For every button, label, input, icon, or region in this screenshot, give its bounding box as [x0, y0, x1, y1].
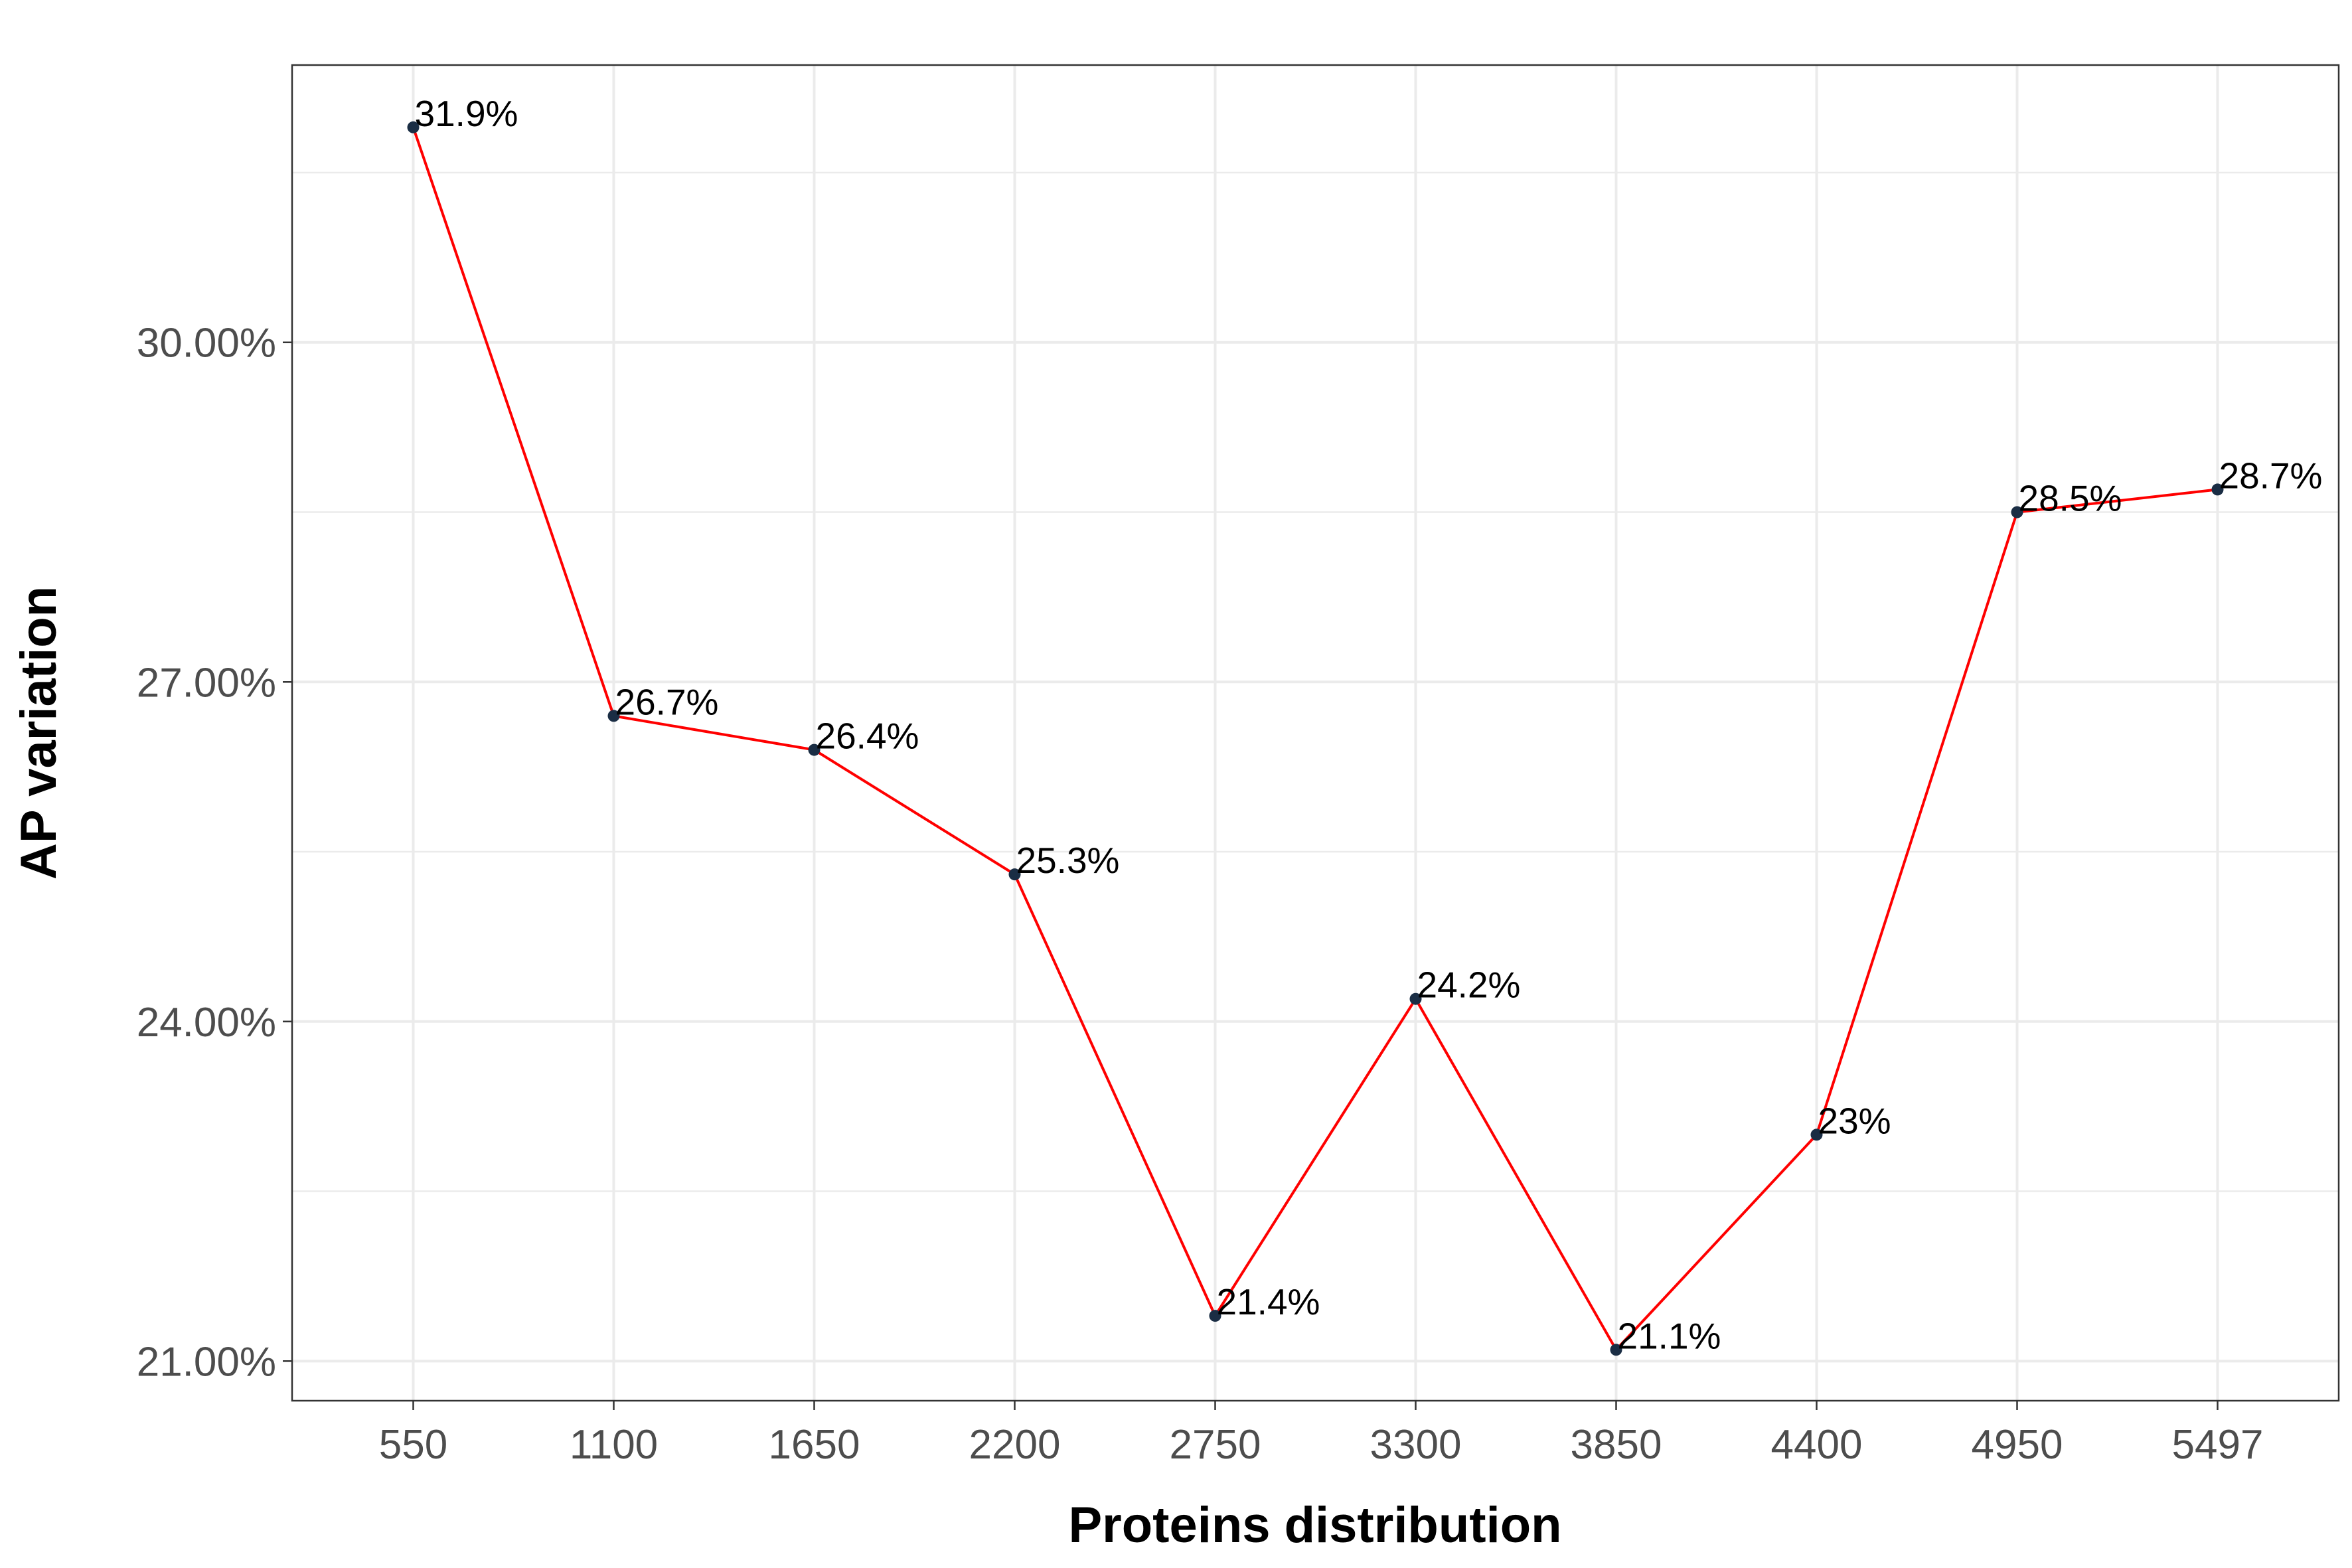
data-label: 25.3%	[1016, 840, 1120, 881]
data-point	[1209, 1310, 1221, 1322]
series-line	[412, 127, 2218, 1352]
y-axis: 21.00% 24.00% 27.00% 30.00%	[137, 321, 292, 1385]
data-label: 26.4%	[816, 716, 919, 757]
y-tick-label: 21.00%	[137, 1339, 276, 1385]
x-tick-label: 4400	[1771, 1422, 1863, 1468]
data-label: 28.5%	[2019, 478, 2122, 519]
data-point	[1008, 868, 1021, 881]
x-tick-label: 1100	[570, 1422, 658, 1468]
data-label: 24.2%	[1417, 965, 1521, 1006]
x-axis-title: Proteins distribution	[1068, 1497, 1561, 1553]
data-label: 21.1%	[1618, 1315, 1721, 1356]
data-point	[607, 710, 620, 722]
y-tick-label: 24.00%	[137, 1000, 276, 1046]
y-tick-label: 30.00%	[137, 321, 276, 366]
x-tick-label: 2750	[1170, 1422, 1261, 1468]
x-tick-label: 3850	[1571, 1422, 1662, 1468]
data-point	[407, 121, 420, 133]
data-label: 28.7%	[2219, 455, 2323, 496]
data-points	[407, 121, 2224, 1356]
x-tick-label: 4950	[1972, 1422, 2063, 1468]
x-tick-label: 550	[379, 1422, 447, 1468]
x-tick-label: 1650	[769, 1422, 860, 1468]
x-tick-label: 2200	[969, 1422, 1061, 1468]
data-label: 23%	[1818, 1100, 1891, 1141]
data-point	[2011, 506, 2023, 518]
x-tick-label: 3300	[1370, 1422, 1462, 1468]
minor-gridlines	[292, 171, 2339, 1192]
data-point	[2211, 483, 2224, 496]
data-point	[1810, 1129, 1823, 1141]
y-axis-title: AP variation	[11, 586, 67, 880]
y-tick-label: 27.00%	[137, 660, 276, 706]
data-label: 26.7%	[615, 681, 719, 722]
data-point	[1409, 992, 1422, 1005]
x-tick-label: 5497	[2172, 1422, 2264, 1468]
data-label: 31.9%	[415, 93, 518, 134]
x-axis: 550 1100 1650 2200 2750 3300 3850 4400 4950 5497	[379, 1401, 2264, 1468]
major-gridlines	[292, 65, 2339, 1401]
data-point	[1610, 1344, 1622, 1356]
data-point	[808, 744, 821, 756]
data-labels: 31.9% 26.7% 26.4% 25.3% 21.4% 24.2% 21.1% 23% 28…	[415, 93, 2323, 1356]
data-label: 21.4%	[1217, 1281, 1320, 1322]
plot-panel-border	[291, 64, 2340, 1402]
